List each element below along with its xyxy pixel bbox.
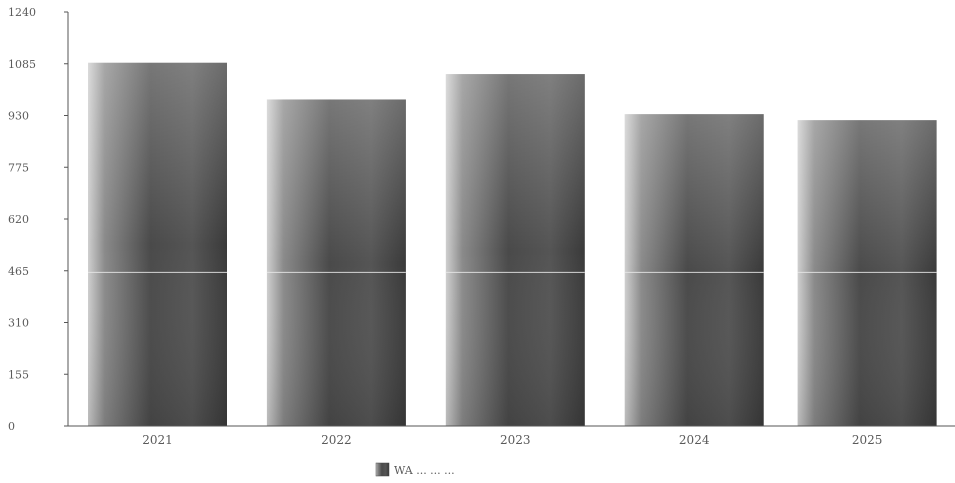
legend: WA ... ... ... — [375, 462, 455, 477]
y-tick-label: 1240 — [8, 6, 36, 19]
bar-shade — [797, 120, 937, 426]
y-tick-label: 310 — [8, 317, 29, 330]
y-tick-label: 465 — [8, 265, 29, 278]
x-tick-label: 2021 — [142, 433, 173, 447]
bar-shade — [624, 114, 764, 426]
x-tick-label: 2023 — [500, 433, 531, 447]
x-axis: 2021 2022 2023 2024 2025 — [68, 425, 955, 447]
x-tick-label: 2025 — [852, 433, 883, 447]
x-tick-label: 2024 — [679, 433, 710, 447]
legend-swatch — [375, 462, 390, 477]
y-tick-label: 1085 — [8, 58, 36, 71]
bar-shade — [445, 74, 585, 426]
y-tick-label: 775 — [8, 161, 29, 174]
bar-shade — [88, 62, 227, 427]
y-axis: 0 155 310 465 620 775 930 1085 1240 — [8, 6, 69, 433]
bar-shade — [266, 99, 406, 427]
y-tick-label: 930 — [8, 110, 29, 123]
y-tick-label: 620 — [8, 213, 29, 226]
bars — [88, 62, 937, 427]
x-tick-label: 2022 — [321, 433, 352, 447]
y-tick-label: 155 — [8, 368, 29, 381]
legend-label[interactable]: WA ... ... ... — [394, 464, 455, 477]
y-tick-label: 0 — [8, 420, 15, 433]
